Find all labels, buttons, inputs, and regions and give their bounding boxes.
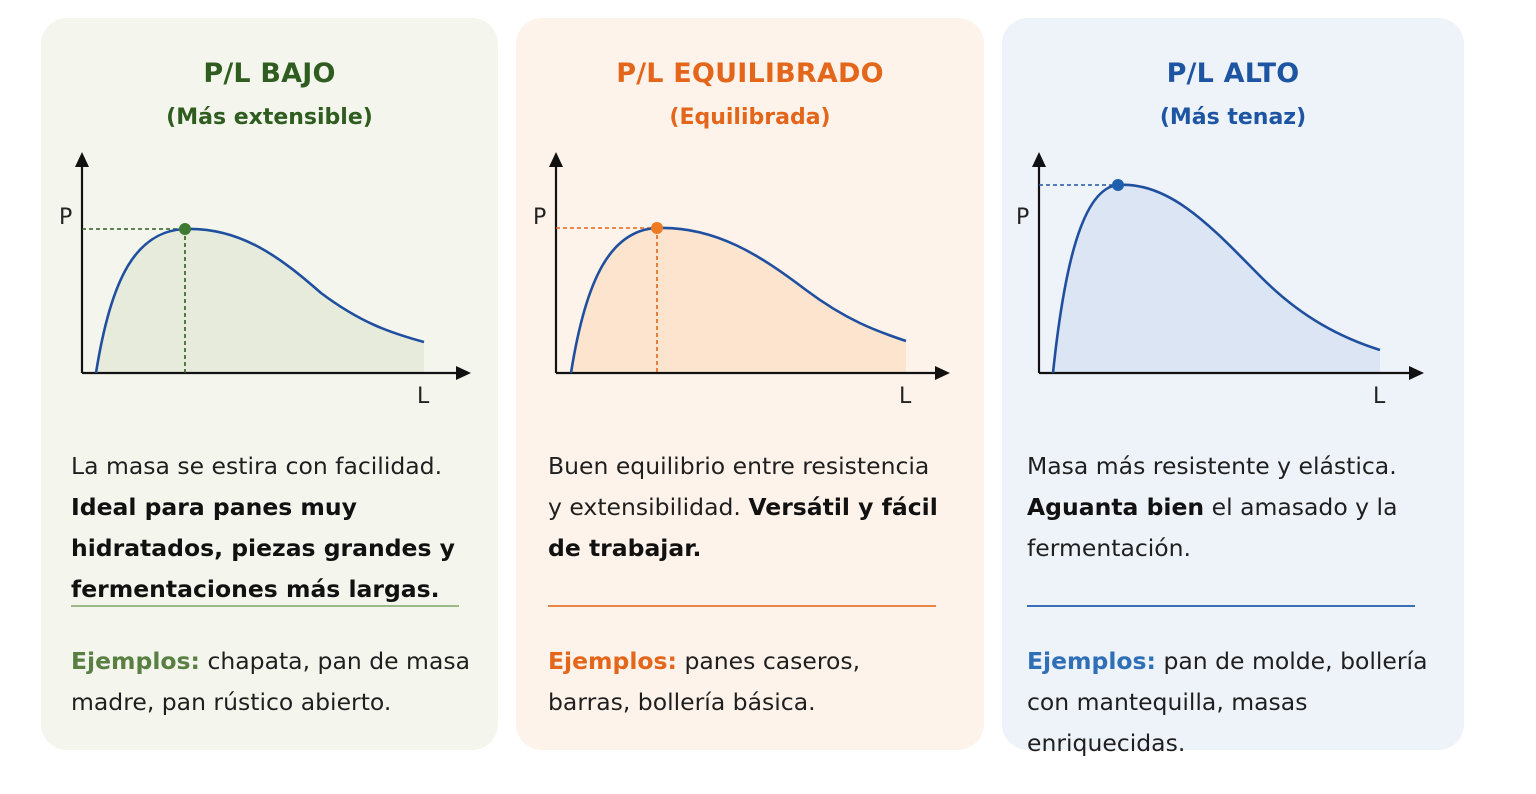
alveograph-curve-low: P L — [59, 152, 471, 409]
curve-line — [1051, 183, 1381, 374]
alveograph-curve-high: P L — [1016, 152, 1424, 409]
card-pl-alto: P/L ALTO (Más tenaz) P L Masa más resist… — [1002, 18, 1464, 757]
axis-label-l: L — [1373, 384, 1386, 409]
examples-label: Ejemplos: — [1027, 647, 1156, 675]
card-subtitle: (Más extensible) — [166, 105, 373, 130]
description-highlight: Ideal para panes muy hidratados, piezas … — [71, 493, 455, 603]
axis-label-p: P — [533, 205, 546, 230]
y-axis-arrow — [549, 152, 563, 167]
examples: Ejemplos: panes caseros, barras, bollerí… — [548, 641, 948, 723]
axis-label-p: P — [59, 205, 72, 230]
examples-label: Ejemplos: — [71, 647, 200, 675]
x-axis-arrow — [1409, 366, 1424, 380]
card-subtitle: (Más tenaz) — [1159, 105, 1307, 130]
examples-text: panes caseros, barras, bollería básica. — [548, 647, 861, 716]
curve-area — [1053, 184, 1380, 373]
curve-area — [96, 228, 424, 373]
description-highlight: Aguanta bien — [1027, 493, 1205, 521]
examples: Ejemplos: chapata, pan de masa madre, pa… — [71, 641, 471, 723]
description-text: La masa se estira con facilidad. — [71, 452, 443, 480]
alveograph-curve-balanced: P L — [533, 152, 950, 409]
card-pl-bajo: P/L BAJO (Más extensible) P L La masa se… — [41, 18, 498, 750]
card-description: La masa se estira con facilidad. Ideal p… — [71, 446, 491, 610]
axis-label-l: L — [899, 384, 912, 409]
divider — [1027, 605, 1415, 607]
y-axis-arrow — [1032, 152, 1046, 167]
peak-point — [1112, 179, 1124, 191]
divider — [548, 605, 936, 607]
x-axis-arrow — [935, 366, 950, 380]
description-highlight: Versátil y fácil de trabajar. — [548, 493, 938, 562]
curve-line — [569, 226, 907, 374]
examples-label: Ejemplos: — [548, 647, 677, 675]
x-axis-arrow — [456, 366, 471, 380]
description-text: Masa más resistente y elástica. — [1027, 452, 1397, 480]
curve-area — [571, 227, 906, 373]
card-pl-equilibrado: P/L EQUILIBRADO (Equilibrada) P L Buen e… — [516, 18, 984, 750]
peak-point — [179, 223, 191, 235]
card-title: P/L BAJO — [203, 58, 336, 89]
examples-text: pan de molde, bollería con mantequilla, … — [1027, 647, 1428, 757]
card-subtitle: (Equilibrada) — [669, 105, 831, 130]
axis-label-l: L — [417, 384, 430, 409]
card-title: P/L EQUILIBRADO — [616, 58, 884, 89]
divider — [71, 605, 459, 607]
curve-line — [94, 227, 425, 374]
peak-point — [651, 222, 663, 234]
axis-label-p: P — [1016, 205, 1029, 230]
card-description: Buen equilibrio entre resistencia y exten… — [548, 452, 938, 562]
card-title: P/L ALTO — [1166, 58, 1300, 89]
y-axis-arrow — [75, 152, 89, 167]
examples-text: chapata, pan de masa madre, pan rústico … — [71, 647, 470, 716]
card-description: Masa más resistente y elástica. Aguanta … — [1027, 452, 1398, 562]
examples: Ejemplos: pan de molde, bollería con man… — [1027, 641, 1457, 764]
